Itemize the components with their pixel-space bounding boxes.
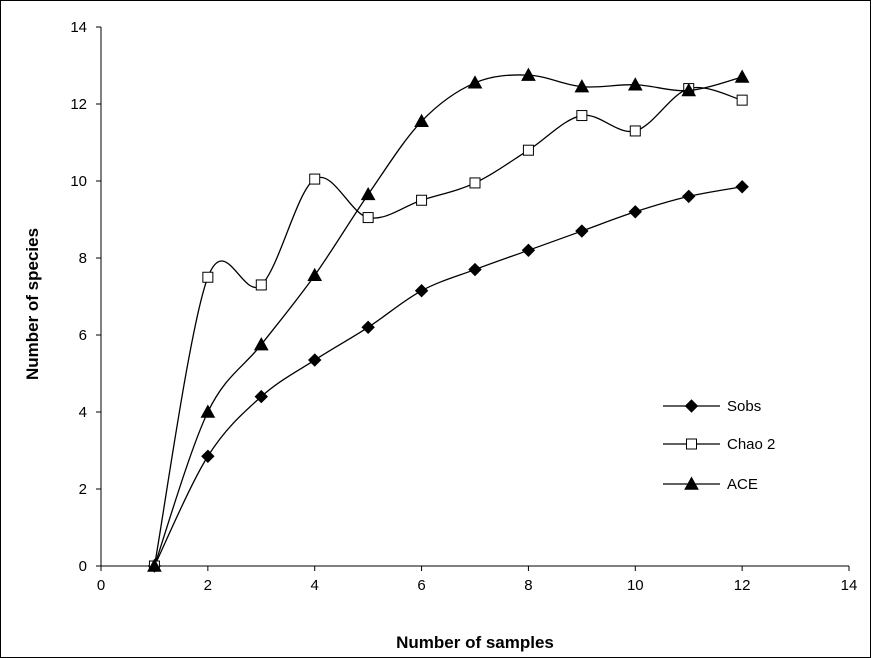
legend-marker-sobs <box>686 400 698 412</box>
x-tick-label: 10 <box>627 577 644 594</box>
data-point-sobs <box>469 264 481 276</box>
series-ace <box>148 69 749 572</box>
x-tick-label: 6 <box>417 577 425 594</box>
y-tick-label: 8 <box>79 250 87 267</box>
x-tick-labels: 0 2 4 6 8 10 12 14 <box>97 577 858 594</box>
x-tick-label: 14 <box>841 577 858 594</box>
x-tick-label: 12 <box>734 577 751 594</box>
y-axis-title: Number of species <box>23 228 42 380</box>
legend-label-sobs: Sobs <box>727 398 761 415</box>
y-tick-label: 4 <box>79 404 87 421</box>
data-point-chao-2 <box>310 174 320 184</box>
data-point-chao-2 <box>256 280 266 290</box>
legend: Sobs Chao 2 ACE <box>663 398 775 493</box>
legend-label-chao-2: Chao 2 <box>727 436 775 453</box>
data-point-chao-2 <box>737 95 747 105</box>
x-tick-label: 4 <box>311 577 319 594</box>
data-point-ace <box>308 269 321 281</box>
legend-marker-chao-2 <box>687 439 697 449</box>
data-point-ace <box>469 76 482 88</box>
x-axis-title: Number of samples <box>396 633 554 652</box>
data-point-sobs <box>736 181 748 193</box>
data-point-chao-2 <box>417 195 427 205</box>
data-point-chao-2 <box>470 178 480 188</box>
data-point-ace <box>201 406 214 418</box>
y-tick-labels: 0 2 4 6 8 10 12 14 <box>70 19 87 575</box>
series-chao-2 <box>149 84 747 571</box>
series-sobs <box>148 181 748 572</box>
data-point-ace <box>362 188 375 200</box>
x-tick-label: 8 <box>524 577 532 594</box>
data-point-sobs <box>629 206 641 218</box>
y-tick-label: 6 <box>79 327 87 344</box>
y-tick-label: 14 <box>70 19 87 36</box>
data-point-chao-2 <box>630 126 640 136</box>
data-point-sobs <box>362 321 374 333</box>
data-point-sobs <box>522 244 534 256</box>
y-tick-label: 10 <box>70 173 87 190</box>
data-point-sobs <box>576 225 588 237</box>
data-point-chao-2 <box>577 111 587 121</box>
series-line-sobs <box>154 187 742 566</box>
data-point-chao-2 <box>203 272 213 282</box>
x-tick-label: 0 <box>97 577 105 594</box>
y-tick-label: 2 <box>79 481 87 498</box>
y-tick-label: 0 <box>79 558 87 575</box>
series-layer <box>148 69 749 572</box>
data-point-chao-2 <box>363 213 373 223</box>
series-line-chao-2 <box>154 88 742 566</box>
series-line-ace <box>154 75 742 566</box>
data-point-sobs <box>416 285 428 297</box>
data-point-sobs <box>202 450 214 462</box>
y-tick-label: 12 <box>70 96 87 113</box>
data-point-sobs <box>683 190 695 202</box>
data-point-chao-2 <box>523 145 533 155</box>
legend-label-ace: ACE <box>727 476 758 493</box>
data-point-sobs <box>309 354 321 366</box>
x-tick-label: 2 <box>204 577 212 594</box>
data-point-ace <box>736 71 749 83</box>
